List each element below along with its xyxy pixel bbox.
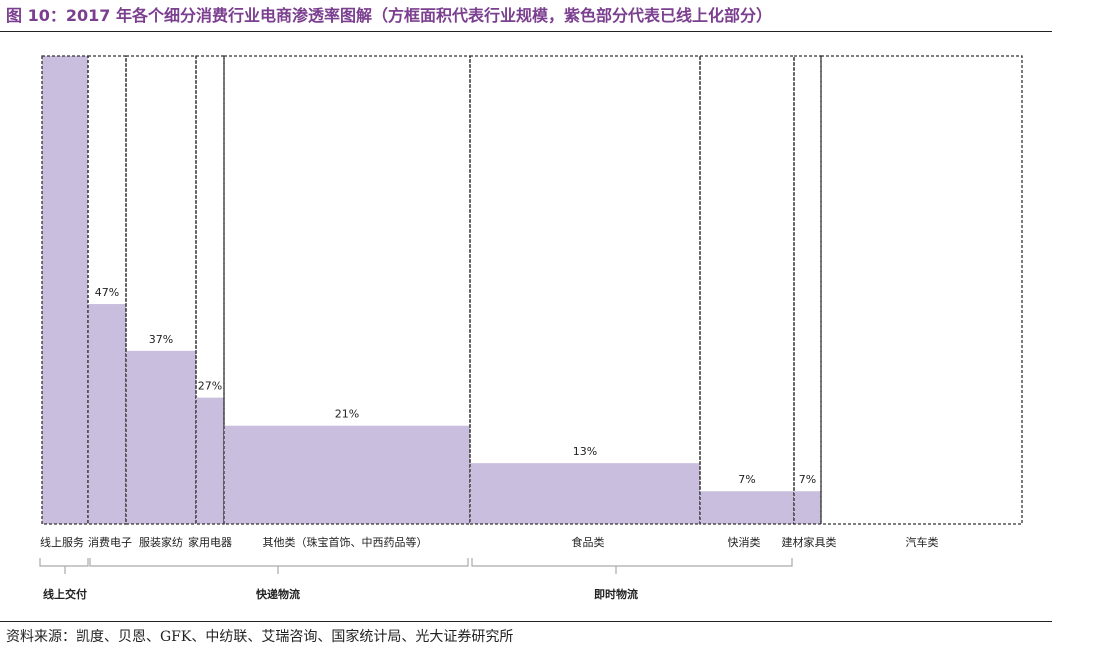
- value-label: 47%: [95, 286, 119, 299]
- value-label: 27%: [198, 380, 222, 393]
- group-bracket: [471, 558, 793, 567]
- online-share-bar: [700, 491, 794, 524]
- online-share-bar: [470, 463, 700, 524]
- group-bracket: [89, 558, 469, 567]
- industry-size-box: [195, 55, 225, 525]
- online-share-bar: [224, 425, 470, 524]
- group-label: 即时物流: [594, 587, 638, 601]
- online-share-bar: [126, 350, 196, 524]
- category-label: 线上服务: [40, 535, 84, 549]
- category-label: 家用电器: [188, 535, 232, 549]
- industry-size-box: [820, 55, 1023, 525]
- online-share-bar: [42, 56, 88, 524]
- group-label: 线上交付: [43, 587, 87, 601]
- source-rule: [0, 621, 1052, 622]
- category-label: 汽车类: [906, 535, 939, 549]
- value-label: 7%: [738, 473, 755, 486]
- category-label: 快消类: [728, 535, 761, 549]
- title-rule: [0, 31, 1052, 32]
- category-label: 其他类（珠宝首饰、中西药品等）: [263, 535, 428, 549]
- value-label: 37%: [149, 333, 173, 346]
- industry-size-box: [793, 55, 822, 525]
- group-label: 快递物流: [255, 587, 300, 601]
- online-share-bar: [794, 491, 821, 524]
- online-share-bar: [88, 304, 126, 524]
- industry-size-box: [699, 55, 795, 525]
- category-label: 消费电子: [88, 535, 132, 549]
- industry-size-box: [125, 55, 197, 525]
- category-label: 服装家纺: [139, 535, 183, 549]
- figure-title: 图 10：2017 年各个细分消费行业电商渗透率图解（方框面积代表行业规模，紫色…: [6, 6, 772, 25]
- category-label: 食品类: [572, 535, 605, 549]
- industry-size-box: [469, 55, 701, 525]
- source-line: 资料来源：凯度、贝恩、GFK、中纺联、艾瑞咨询、国家统计局、光大证券研究所: [6, 629, 514, 645]
- value-label: 13%: [573, 445, 597, 458]
- online-share-bar: [196, 397, 224, 524]
- value-label: 7%: [799, 473, 816, 486]
- value-label: 21%: [335, 408, 359, 421]
- group-bracket: [39, 558, 89, 567]
- category-label: 建材家具类: [782, 535, 837, 549]
